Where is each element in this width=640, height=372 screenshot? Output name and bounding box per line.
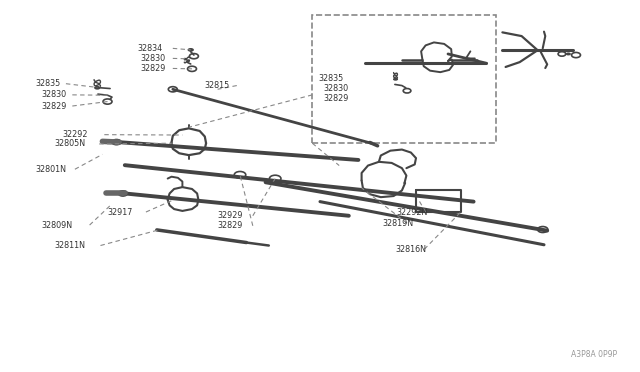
Circle shape [188,48,194,52]
Text: 32917: 32917 [108,208,133,217]
Bar [312,15,496,143]
Text: 32829: 32829 [141,64,166,73]
Circle shape [566,52,571,55]
Text: 32829: 32829 [323,94,349,103]
Circle shape [94,86,100,90]
Text: 32292: 32292 [63,130,88,139]
Text: 32801N: 32801N [35,165,66,174]
Text: 32929: 32929 [218,211,243,220]
Text: 32819N: 32819N [383,219,414,228]
Text: 32815: 32815 [205,81,230,90]
Text: 32829: 32829 [42,102,67,110]
Text: 32811N: 32811N [54,241,85,250]
Text: 32830: 32830 [141,54,166,63]
Text: 32829: 32829 [218,221,243,230]
Text: 32835: 32835 [319,74,344,83]
Text: 32830: 32830 [42,90,67,99]
Circle shape [393,78,398,81]
Text: 32835: 32835 [35,79,60,88]
Text: A3P8A 0P9P: A3P8A 0P9P [572,350,618,359]
Text: 32816N: 32816N [396,245,426,254]
Text: 32809N: 32809N [42,221,73,230]
Text: 32834: 32834 [138,44,163,53]
Text: 32830: 32830 [323,84,348,93]
Text: 32292N: 32292N [397,208,428,217]
Text: 32805N: 32805N [54,140,86,148]
